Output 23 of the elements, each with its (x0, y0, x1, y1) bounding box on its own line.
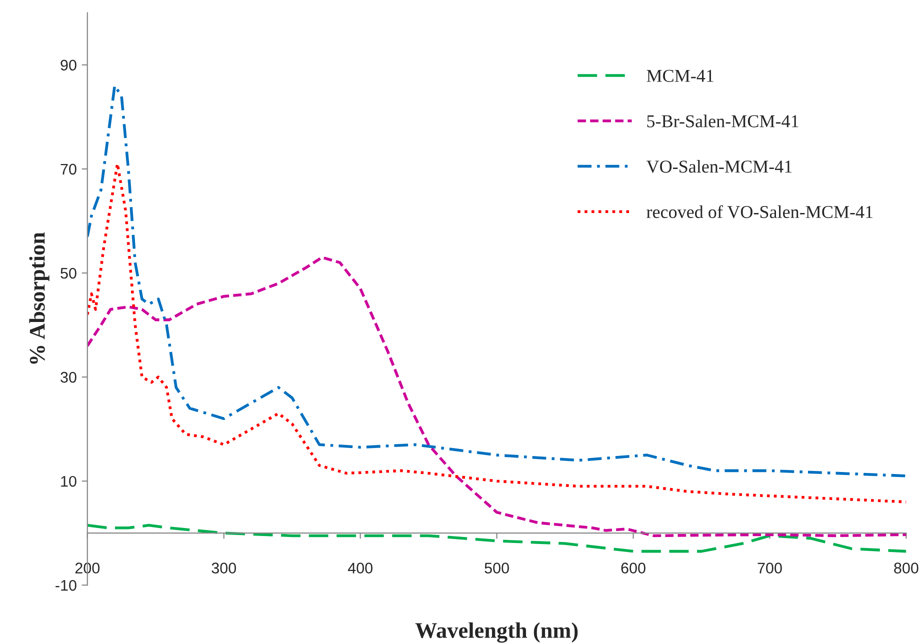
line-series (87, 256, 906, 538)
legend-label: 5-Br-Salen-MCM-41 (647, 114, 798, 128)
legend-label: recoved of VO-Salen-MCM-41 (646, 205, 872, 218)
x-tick-label: 300 (212, 562, 236, 574)
y-tick-label: 70 (60, 164, 76, 175)
y-axis-title: % Absorption (29, 232, 50, 364)
x-tick-label: 600 (621, 562, 646, 574)
y-tick-label: 50 (60, 268, 76, 279)
y-tick-label: 90 (60, 60, 76, 71)
x-axis-title: Wavelength (nm) (415, 622, 578, 643)
x-tick-label: 200 (75, 562, 100, 574)
line-series (87, 162, 906, 504)
line-series (87, 524, 906, 553)
y-tick-label: 10 (61, 476, 76, 487)
x-tick-label: 400 (348, 562, 372, 574)
x-tick-label: 500 (484, 562, 509, 574)
y-tick-label: -10 (56, 580, 76, 591)
y-tick-label: 30 (60, 372, 76, 383)
legend-label: MCM-41 (646, 70, 714, 82)
legend-label: VO-Salen-MCM-41 (646, 160, 792, 173)
x-tick-label: 700 (758, 562, 782, 574)
x-tick-label: 800 (894, 562, 918, 574)
line-series (87, 84, 906, 478)
